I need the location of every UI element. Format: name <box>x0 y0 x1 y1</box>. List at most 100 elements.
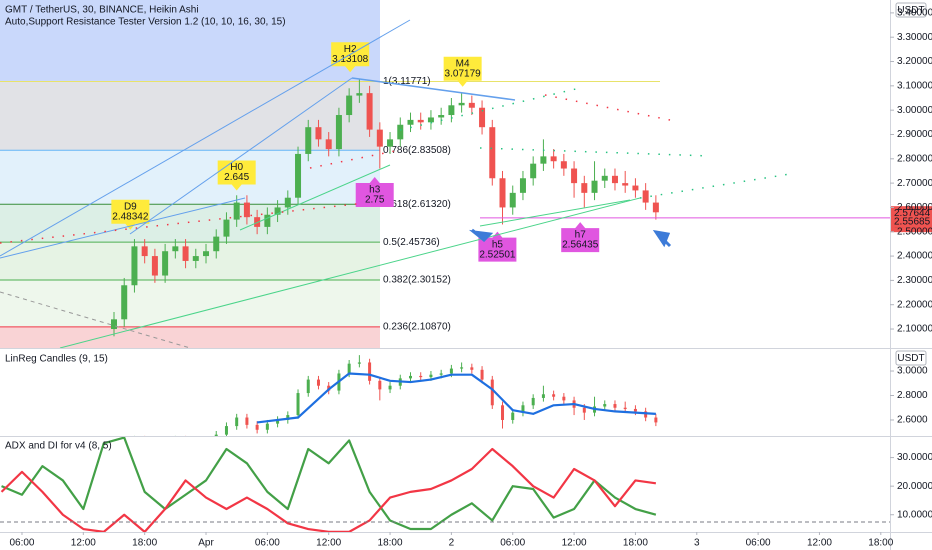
linreg-candle-body <box>347 363 351 374</box>
linreg-candle-body <box>235 417 239 427</box>
y-tick-label: 2.8000 <box>897 390 928 401</box>
candle-body <box>397 124 404 140</box>
trend-line <box>59 197 641 348</box>
linreg-candle-body <box>501 405 505 420</box>
linreg-candle-body <box>357 362 361 364</box>
candle-body <box>519 178 526 193</box>
trend-line <box>0 197 246 259</box>
fib-label: 0.786(2.83508) <box>383 145 451 156</box>
candle-body <box>652 202 659 213</box>
currency-box[interactable] <box>895 2 927 18</box>
linreg-candle-body <box>582 407 586 413</box>
candle-body <box>571 168 578 184</box>
candle-body <box>243 202 250 218</box>
pivot-box <box>331 42 370 73</box>
drawings <box>0 19 791 348</box>
price-badge <box>891 215 932 228</box>
linreg-candle-body <box>470 367 474 370</box>
candle-body <box>632 185 639 191</box>
linreg-candle-body <box>133 440 136 460</box>
candle-body <box>284 197 291 208</box>
linreg-candle-body <box>613 404 617 408</box>
candle-body <box>581 183 588 193</box>
dotted-line <box>639 173 791 199</box>
y-tick-label: 2.70000 <box>897 178 932 189</box>
linreg-candle-body <box>286 415 290 420</box>
candle-body <box>622 183 629 186</box>
candle-body <box>601 175 608 181</box>
fib-label: 1(3.11771) <box>383 76 431 87</box>
price-badge-label: 2.57644 <box>894 208 931 219</box>
candle-body <box>305 127 312 154</box>
y-tick-label: 3.10000 <box>897 80 932 91</box>
pivot-value: 2.52501 <box>479 249 516 260</box>
y-tick-label: 30.00000 <box>897 452 932 463</box>
linreg-candle-body <box>205 442 208 444</box>
dashed-line <box>0 291 191 348</box>
x-tick-label: Apr <box>198 538 214 549</box>
pivot-box <box>355 176 394 207</box>
arrow-marker <box>468 228 494 243</box>
candle-body <box>121 285 128 320</box>
candle-body <box>172 246 179 252</box>
candle-body <box>407 119 414 125</box>
candle-body <box>499 178 506 208</box>
price-badge-label: 2.55685 <box>894 217 931 228</box>
candle-body <box>131 246 138 286</box>
x-tick-label: 06:00 <box>500 538 525 549</box>
candle-body <box>335 115 342 150</box>
y-tick-label: 2.40000 <box>897 251 932 262</box>
linreg-candle-body <box>541 394 545 398</box>
candle-body <box>213 236 220 252</box>
candle-body <box>182 246 189 261</box>
linreg-candle-body <box>316 379 320 386</box>
y-tick-label: 2.50000 <box>897 226 932 237</box>
candle-body <box>356 93 363 96</box>
y-tick-label: 10.00000 <box>897 509 932 520</box>
linreg-candle-body <box>276 419 280 424</box>
y-tick-label: 2.6000 <box>897 415 928 426</box>
pivot-box <box>217 160 256 191</box>
pivot-name: h7 <box>575 230 587 241</box>
linreg-candle-body <box>419 375 423 378</box>
fib-label: 0.382(2.30152) <box>383 275 451 286</box>
linreg-candle-body <box>644 411 648 418</box>
dotted-line <box>479 147 711 157</box>
linreg-candle-body <box>449 368 453 374</box>
currency-box[interactable] <box>895 350 927 366</box>
pivot-value: 2.56435 <box>562 240 599 251</box>
trend-line <box>129 77 353 235</box>
x-tick-label: 12:00 <box>807 538 832 549</box>
y-tick-label: 2.80000 <box>897 153 932 164</box>
x-tick-label: 12:00 <box>71 538 96 549</box>
candle-body <box>387 139 394 147</box>
y-tick-label: 3.0000 <box>897 366 928 377</box>
pivot-name: h3 <box>369 185 381 196</box>
candle-body <box>427 117 434 123</box>
series-line <box>1 437 657 531</box>
linreg-candle-body <box>460 367 464 369</box>
pivot-value: 3.13108 <box>332 54 369 65</box>
linreg-candle-body <box>153 444 156 454</box>
pivot-box <box>561 222 600 253</box>
linreg-candle-body <box>623 407 627 409</box>
trend-line <box>479 199 631 227</box>
linreg-candle-body <box>378 380 382 390</box>
x-tick-label: 2 <box>449 538 455 549</box>
candle-body <box>366 93 373 130</box>
linreg-candle-body <box>408 375 412 379</box>
y-tick-label: 20.00000 <box>897 481 932 492</box>
dotted-line <box>544 94 671 121</box>
linreg-candle-body <box>164 442 167 454</box>
candle-body <box>509 192 516 208</box>
linreg-candle-body <box>633 408 637 412</box>
candle-body <box>325 139 332 150</box>
pivot-box <box>111 199 150 230</box>
linreg-candle-body <box>521 405 525 413</box>
x-tick-label: 18:00 <box>623 538 648 549</box>
candle-body <box>264 214 271 227</box>
pane-title: ADX and DI for v4 (8, 5) <box>5 441 112 452</box>
dotted-line <box>399 87 581 131</box>
